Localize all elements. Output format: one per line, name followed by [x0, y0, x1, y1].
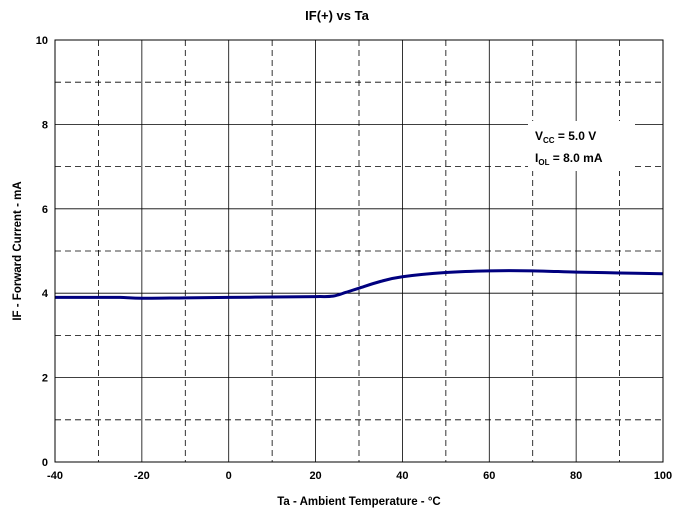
- chart-title: IF(+) vs Ta: [305, 8, 369, 23]
- x-tick-labels: -40 -20 0 20 40 60 80 100: [47, 470, 672, 482]
- y-tick-label: 6: [42, 204, 48, 216]
- x-tick-label: 100: [654, 470, 672, 482]
- x-tick-label: 20: [309, 470, 321, 482]
- plot-area-border: [54, 39, 664, 463]
- grid: [55, 40, 663, 462]
- series-line-0: [55, 269, 664, 300]
- y-tick-label: 8: [42, 119, 48, 131]
- annotation-background: [528, 121, 635, 171]
- y-tick-labels: 0 2 4 6 8 10: [36, 35, 49, 469]
- x-axis-label: Ta - Ambient Temperature - °C: [277, 496, 441, 508]
- x-tick-label: -40: [47, 470, 63, 482]
- y-tick-label: 10: [36, 35, 48, 47]
- x-tick-label: -20: [134, 470, 150, 482]
- annotation-box: VCC = 5.0 V IOL = 8.0 mA: [528, 121, 635, 171]
- y-tick-label: 2: [42, 373, 48, 385]
- annotation-line: IOL = 8.0 mA: [535, 151, 603, 167]
- y-axis-label: IF - Forward Current - mA: [12, 181, 24, 320]
- annotation-line: VCC = 5.0 V: [535, 129, 596, 145]
- x-tick-label: 80: [570, 470, 582, 482]
- series-layer: [55, 269, 664, 300]
- x-tick-label: 0: [226, 470, 232, 482]
- y-tick-label: 4: [42, 288, 49, 300]
- x-tick-label: 60: [483, 470, 495, 482]
- x-tick-label: 40: [396, 470, 408, 482]
- y-tick-label: 0: [42, 457, 48, 469]
